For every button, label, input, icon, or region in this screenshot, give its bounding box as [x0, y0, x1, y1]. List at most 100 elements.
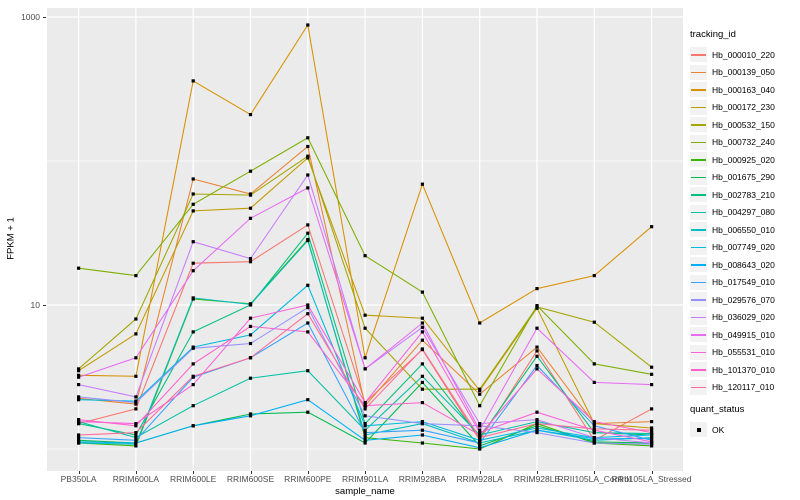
legend-entry-Hb_000010_220: Hb_000010_220	[690, 46, 798, 64]
data-point	[535, 367, 539, 371]
data-point	[535, 422, 539, 426]
legend-key-swatch	[690, 362, 707, 378]
data-point	[191, 296, 195, 300]
data-point	[306, 330, 310, 334]
data-point	[420, 380, 424, 384]
legend-line-icon	[691, 316, 706, 319]
data-point	[77, 433, 81, 437]
x-tick-label-RRII105LA_Stressed: RRII105LA_Stressed	[611, 474, 692, 484]
data-point	[363, 407, 367, 411]
legend-entry-label: Hb_002783_210	[712, 189, 775, 200]
legend-key-swatch	[690, 169, 707, 185]
data-point	[248, 302, 253, 306]
y-tick-mark	[43, 305, 46, 306]
data-point	[306, 303, 310, 307]
legend-entry-Hb_000172_230: Hb_000172_230	[690, 99, 798, 117]
legend-entry-Hb_001675_290: Hb_001675_290	[690, 169, 798, 187]
legend-entry-label: Hb_007749_020	[712, 242, 775, 253]
data-point	[77, 383, 81, 387]
data-point	[363, 401, 367, 405]
x-tick-label-RRIM928LE: RRIM928LE	[513, 474, 561, 484]
legend-line-icon	[691, 386, 706, 389]
data-point	[306, 223, 310, 227]
legend-entry-label: Hb_000163_040	[712, 84, 775, 95]
data-point	[650, 372, 654, 376]
data-point	[134, 274, 138, 278]
data-point	[248, 356, 253, 360]
legend-key-swatch	[690, 222, 707, 238]
data-point	[535, 363, 539, 368]
legend-entry-label: Hb_001675_290	[712, 172, 775, 183]
data-point	[478, 441, 482, 445]
legend-entry-Hb_002783_210: Hb_002783_210	[690, 186, 798, 204]
legend-entry-Hb_007749_020: Hb_007749_020	[690, 239, 798, 257]
legend-entry-Hb_049915_010: Hb_049915_010	[690, 326, 798, 344]
data-point	[134, 436, 138, 440]
data-point	[248, 257, 253, 261]
legend-entry-label: Hb_008643_020	[712, 259, 775, 270]
plot-panel	[47, 8, 683, 471]
data-point	[248, 412, 253, 416]
legend-entry-label: Hb_049915_010	[712, 329, 775, 340]
legend-entry-Hb_036029_020: Hb_036029_020	[690, 309, 798, 327]
legend-quant-status: quant_status OK	[690, 403, 798, 439]
data-point	[478, 444, 482, 448]
legend-key-swatch	[690, 344, 707, 360]
data-point	[592, 441, 596, 445]
data-point	[77, 436, 81, 440]
data-point	[363, 441, 367, 445]
data-point	[650, 431, 654, 435]
data-point	[248, 193, 253, 197]
legend-entry-label: Hb_017549_010	[712, 277, 775, 288]
legend-key-swatch	[690, 379, 707, 395]
data-point	[535, 349, 539, 353]
data-point	[134, 401, 138, 405]
data-point	[134, 441, 138, 445]
data-point	[306, 144, 310, 149]
data-point	[650, 440, 654, 444]
legend-key-swatch	[690, 327, 707, 343]
legend-key-swatch	[690, 292, 707, 308]
legend-key-swatch	[690, 64, 707, 80]
data-point	[478, 431, 482, 435]
data-point	[191, 202, 195, 206]
legend-line-icon	[691, 351, 706, 354]
data-point	[592, 436, 596, 440]
x-tick-label-RRIM928LA: RRIM928LA	[456, 474, 503, 484]
data-point	[77, 422, 81, 426]
legend-line-icon	[691, 299, 706, 301]
legend-entry-Hb_000163_040: Hb_000163_040	[690, 81, 798, 99]
point-square-icon	[697, 428, 701, 432]
data-point	[478, 428, 482, 432]
legend-key-swatch	[690, 422, 707, 438]
legend-entry-Hb_000139_050: Hb_000139_050	[690, 64, 798, 82]
data-point	[306, 156, 310, 160]
data-point	[592, 431, 596, 435]
legend-line-icon	[691, 141, 706, 144]
data-point	[248, 341, 253, 346]
legend-key-swatch	[690, 309, 707, 325]
data-point	[77, 367, 81, 371]
legend-entry-label: Hb_029576_070	[712, 294, 775, 305]
legend-line-icon	[691, 71, 706, 74]
data-point	[478, 438, 482, 442]
legend-entry-Hb_008643_020: Hb_008643_020	[690, 256, 798, 274]
data-point	[650, 225, 654, 229]
data-point	[420, 338, 424, 342]
legend-entries: Hb_000010_220 Hb_000139_050 Hb_000163_040 H…	[690, 46, 798, 396]
legend-key-swatch	[690, 239, 707, 255]
data-point	[420, 420, 424, 424]
data-point	[134, 424, 138, 428]
data-point	[535, 345, 539, 349]
data-point	[420, 428, 424, 432]
data-point	[306, 154, 310, 158]
data-point	[650, 365, 654, 369]
data-point	[134, 356, 138, 360]
data-point	[306, 186, 310, 190]
y-tick-label: 1000	[21, 12, 40, 22]
data-point	[420, 325, 424, 329]
legend-line-icon	[691, 369, 706, 371]
data-point	[650, 428, 654, 432]
data-point	[478, 424, 482, 428]
x-tick-mark	[250, 471, 252, 474]
